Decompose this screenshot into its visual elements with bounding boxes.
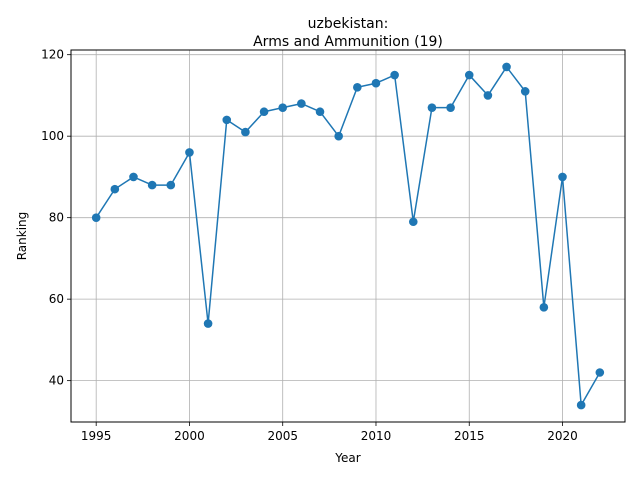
x-tick-label: 2020	[547, 429, 578, 443]
data-point	[446, 103, 455, 112]
data-point	[464, 70, 474, 80]
y-tick-label: 100	[41, 129, 64, 143]
data-point	[371, 78, 381, 88]
y-tick-label: 80	[49, 211, 64, 225]
data-point	[408, 217, 418, 227]
data-point	[576, 400, 586, 410]
data-point	[353, 82, 362, 92]
data-point	[297, 99, 306, 108]
grid	[71, 50, 625, 422]
data-point	[147, 180, 157, 190]
chart-subtitle: Arms and Ammunition (19)	[253, 34, 443, 50]
data-point	[558, 172, 567, 182]
x-tick-label: 2005	[267, 429, 298, 443]
data-point	[241, 127, 250, 137]
series-line	[95, 66, 601, 406]
series-ranking	[91, 62, 605, 410]
x-tick-label: 1995	[81, 429, 112, 443]
x-tick-label: 2010	[361, 429, 392, 443]
data-point	[595, 368, 605, 377]
y-tick-label: 60	[49, 292, 64, 306]
data-point	[539, 303, 549, 312]
x-tick-label: 2000	[174, 429, 205, 443]
data-point	[222, 115, 232, 125]
data-point	[390, 70, 399, 80]
plot-frame	[70, 49, 626, 423]
data-point	[315, 107, 325, 117]
data-point	[502, 62, 511, 72]
data-point	[259, 107, 269, 117]
data-point	[427, 103, 437, 112]
data-point	[483, 91, 493, 100]
y-tick-label: 120	[41, 48, 64, 62]
data-point	[185, 148, 194, 157]
y-axis-label: Ranking	[15, 212, 29, 261]
x-tick-label: 2015	[454, 429, 485, 443]
chart-title: uzbekistan:	[308, 16, 389, 32]
data-point	[278, 103, 288, 112]
data-point	[129, 172, 138, 182]
data-point	[203, 319, 213, 328]
data-point	[334, 131, 343, 141]
data-point	[91, 213, 101, 222]
y-tick-label: 40	[49, 374, 64, 388]
x-axis-label: Year	[334, 451, 360, 465]
data-point	[166, 180, 176, 190]
data-point	[520, 87, 530, 96]
axis-ticks: 1995 2000 2005 2010 2015 2020 40 60 80 100 120	[41, 48, 578, 443]
data-point	[110, 184, 120, 194]
